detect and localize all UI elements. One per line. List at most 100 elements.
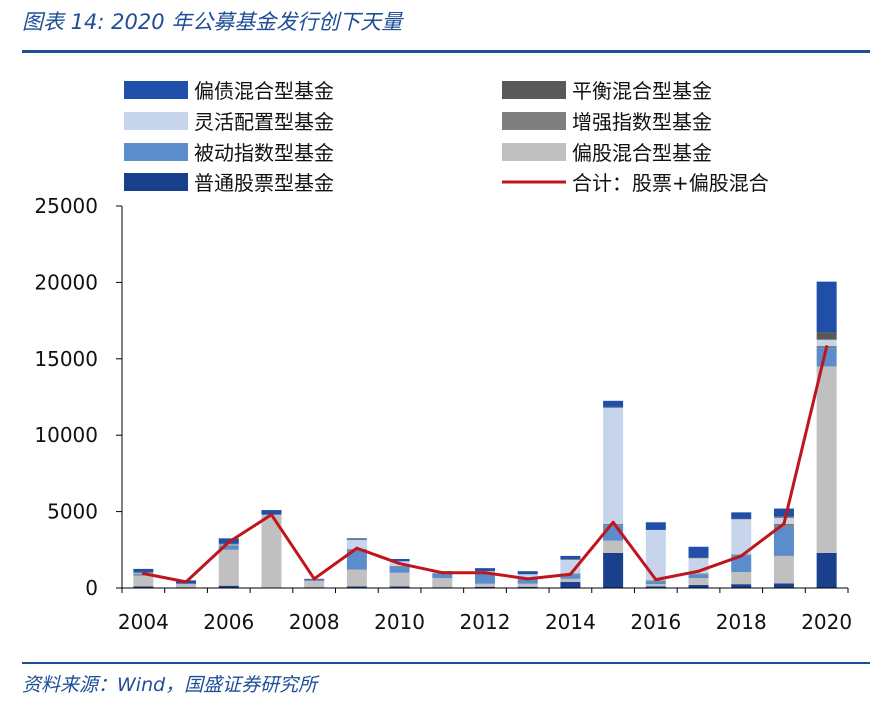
total-line-point [312,577,316,581]
bar-segment-2006-3 [218,545,239,546]
total-line-point [141,571,145,575]
bar-segment-2012-1 [475,583,495,587]
bar-segment-2015-1 [603,540,624,553]
bar-segment-2006-0 [218,585,239,588]
bar-segment-2013-0 [517,586,538,588]
bar-segment-2018-1 [731,571,752,585]
footer-rule [22,662,870,664]
bar-segment-2014-0 [560,581,581,588]
bar-segment-2013-1 [517,583,538,587]
y-tick-label: 5000 [47,500,98,524]
bar-segment-2020-0 [816,552,837,588]
bar-segment-2008-1 [304,581,325,588]
source-note: 资料来源：Wind，国盛证券研究所 [22,674,318,696]
bar-segment-2017-6 [688,546,709,558]
total-line-point [825,345,829,349]
bar-segment-2018-5 [731,518,752,520]
total-line-point [227,540,231,544]
bar-segment-2016-6 [645,522,666,530]
bar-segment-2013-2 [517,579,538,584]
bar-segment-2006-2 [218,545,239,550]
legend-label: 合计：股票+偏股混合 [572,171,769,195]
total-line-point [355,546,359,550]
bar-segment-2004-1 [133,575,154,587]
legend-label: 增强指数型基金 [572,110,712,134]
bar-segment-2009-2 [346,549,367,570]
bar-segment-2008-2 [304,580,325,582]
bar-segment-2005-1 [176,584,197,588]
y-tick-label: 10000 [34,423,98,447]
bar-segment-2009-5 [346,539,367,540]
bar-segment-2017-3 [688,573,709,575]
legend-swatch [502,143,566,161]
total-line-point [654,578,658,582]
bar-segment-2012-0 [475,586,495,588]
legend-swatch [124,112,188,130]
bar-segment-2016-2 [645,581,666,585]
bar-segment-2017-2 [688,574,709,579]
axes: 0 5000 10000 15000 20000 25000 2004 2006 2008 201… [34,194,852,634]
bar-segment-2020-1 [816,366,837,553]
figure-title: 图表 14: 2020 年公募基金发行创下天量 [22,10,403,34]
total-line [141,345,829,584]
bar-segment-2014-5 [560,558,581,560]
y-tick-label: 25000 [34,194,98,218]
total-line-point [739,554,743,558]
total-line-point [697,569,701,573]
x-tick-label: 2012 [460,610,511,634]
y-tick-label: 15000 [34,347,98,371]
total-line-point [398,562,402,566]
bar-segment-2015-0 [603,552,624,588]
bar-segment-2019-1 [773,555,794,584]
bar-segment-2009-1 [346,569,367,587]
legend-label: 普通股票型基金 [194,171,334,195]
bar-segment-2017-5 [688,557,709,559]
total-line-point [611,520,615,524]
total-line-point [184,580,188,584]
bar-segment-2007-6 [261,510,282,515]
x-tick-label: 2014 [545,610,596,634]
bar-segment-2006-1 [218,549,239,586]
bar-segment-2014-2 [560,574,581,579]
bar-segment-2019-2 [773,526,794,556]
bars [133,281,837,588]
legend-label: 灵活配置型基金 [194,110,334,134]
legend-swatch [124,81,188,99]
bar-segment-2020-4 [816,339,837,346]
bar-segment-2020-5 [816,332,837,340]
total-line-path [143,346,829,584]
bar-segment-2017-1 [688,578,709,585]
bar-segment-2017-0 [688,584,709,588]
title-rule [22,50,870,53]
x-tick-label: 2020 [801,610,852,634]
bar-segment-2020-6 [816,281,837,333]
bar-segment-2016-4 [645,529,666,581]
legend-swatch [502,112,566,130]
total-line-point [440,571,444,575]
x-tick-label: 2018 [716,610,767,634]
total-line-point [568,572,572,576]
x-tick-label: 2004 [118,610,169,634]
bar-segment-2013-6 [517,571,538,575]
bar-segment-2004-6 [133,568,154,572]
bar-segment-2018-4 [731,519,752,555]
legend-label: 被动指数型基金 [194,141,334,165]
bar-segment-2011-2 [432,573,453,579]
bar-segment-2018-0 [731,584,752,588]
bar-segment-2011-1 [432,578,453,588]
bar-segment-2007-1 [261,514,282,588]
bar-segment-2018-2 [731,555,752,572]
y-tick-label: 20000 [34,270,98,294]
bar-segment-2015-6 [603,400,624,407]
bar-segment-2016-0 [645,586,666,588]
bar-segment-2005-2 [176,583,197,585]
bar-segment-2019-5 [773,516,794,518]
bar-segment-2009-4 [346,539,367,550]
bar-segment-2010-1 [389,572,410,587]
bar-segment-2013-4 [517,574,538,579]
bar-segment-2009-0 [346,586,367,588]
x-tick-label: 2006 [203,610,254,634]
legend-swatch [502,81,566,99]
